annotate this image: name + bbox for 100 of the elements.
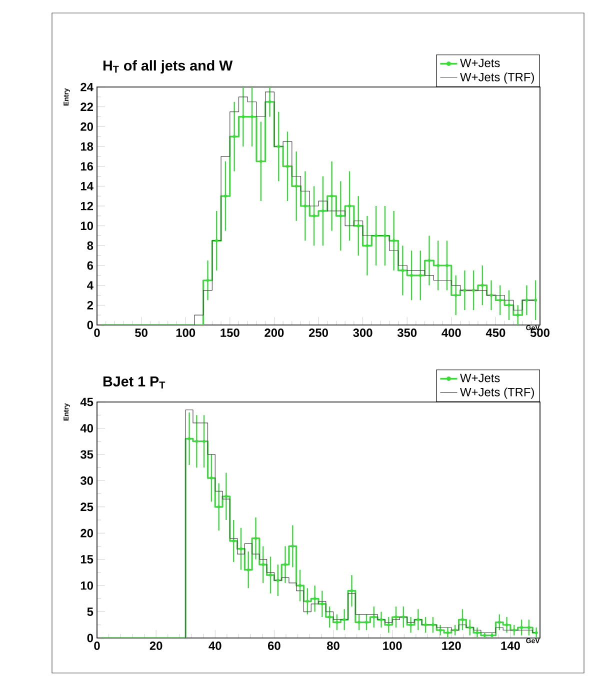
y-tick-label: 15: [80, 555, 94, 564]
point: [374, 234, 378, 238]
point: [498, 298, 502, 302]
y-tick-label: 10: [80, 222, 93, 230]
x-tick-label: 60: [268, 642, 280, 650]
y-tick-label: 6: [87, 261, 94, 270]
point: [392, 239, 396, 242]
point: [335, 620, 339, 624]
point: [215, 239, 218, 242]
point: [505, 623, 508, 626]
point: [250, 115, 254, 118]
point: [490, 294, 493, 297]
point: [356, 224, 360, 228]
point: [525, 298, 528, 302]
point: [380, 618, 383, 622]
point: [416, 618, 420, 622]
y-tick-label: 5: [87, 608, 94, 616]
point: [291, 544, 294, 548]
x-tick-label: 250: [308, 328, 328, 337]
chart-title: BJet 1 P$_{T}$: [103, 376, 166, 389]
x-tick-label: 150: [220, 328, 240, 337]
point: [339, 214, 342, 218]
y-tick-label: 30: [80, 476, 93, 485]
x-tick-label: 80: [326, 642, 340, 650]
y-tick-label: 24: [80, 82, 94, 92]
x-tick-label: 100: [383, 642, 402, 650]
chart-title: H$_{T}$ of all jets and W: [103, 60, 233, 74]
point: [364, 620, 368, 624]
legend-label: W+Jets: [460, 58, 500, 68]
point: [206, 278, 210, 282]
point: [312, 214, 316, 218]
y-tick-label: 25: [80, 502, 94, 512]
y-tick-label: 0: [87, 320, 93, 330]
y-tick-label: 0: [87, 634, 93, 642]
point: [246, 568, 250, 572]
point: [463, 288, 466, 292]
point: [424, 623, 428, 626]
point: [242, 115, 245, 118]
x-tick-label: 200: [264, 328, 284, 337]
point: [512, 628, 516, 632]
point: [202, 440, 206, 443]
x-tick-label: 50: [135, 328, 148, 337]
x-tick-label: 0: [94, 328, 100, 337]
x-tick-label: 20: [150, 642, 162, 650]
point: [268, 100, 272, 104]
x-tick-label: 350: [397, 328, 417, 338]
y-tick-label: 18: [80, 142, 94, 151]
point: [468, 626, 472, 630]
point: [188, 437, 191, 440]
point: [239, 547, 243, 550]
point: [476, 631, 479, 634]
point: [454, 294, 458, 297]
y-tick-label: 22: [80, 102, 93, 111]
x-tick-label: 120: [442, 642, 461, 650]
point: [259, 160, 263, 163]
point: [409, 623, 412, 626]
point: [313, 597, 316, 600]
point: [304, 204, 307, 208]
legend-label: W+Jets: [460, 374, 500, 382]
y-tick-label: 2: [87, 300, 94, 310]
x-tick-label: 0: [94, 642, 100, 650]
point: [431, 623, 435, 626]
point: [498, 620, 501, 624]
point: [516, 313, 520, 317]
x-tick-label: 400: [442, 328, 461, 337]
point: [276, 578, 280, 582]
x-tick-label: 300: [353, 328, 372, 338]
point: [446, 631, 450, 634]
x-tick-label: 450: [486, 328, 506, 337]
x-tick-label: 140: [501, 642, 520, 650]
x-tick-label: 100: [176, 328, 196, 337]
point: [366, 244, 369, 248]
y-tick-label: 8: [87, 241, 94, 250]
x-tick-label: 40: [208, 642, 222, 650]
point: [383, 234, 387, 238]
point: [262, 562, 265, 566]
y-tick-label: 10: [80, 581, 93, 590]
y-tick-label: 4: [87, 281, 94, 290]
point: [286, 164, 290, 168]
point: [195, 440, 198, 443]
point: [320, 602, 324, 606]
y-tick-label: 14: [80, 182, 94, 190]
point: [507, 304, 511, 307]
point: [277, 144, 280, 148]
point: [534, 298, 538, 302]
point: [438, 628, 442, 632]
point: [534, 631, 538, 634]
legend-label: W+Jets (TRF): [460, 72, 534, 84]
x-tick-label: 500: [530, 328, 550, 337]
point: [342, 618, 346, 622]
point: [402, 615, 406, 619]
point: [387, 623, 390, 626]
legend-label: W+Jets (TRF): [460, 388, 534, 399]
point: [460, 618, 464, 622]
point: [306, 600, 310, 603]
point: [428, 258, 431, 262]
point: [358, 620, 361, 624]
y-tick-label: 40: [80, 424, 93, 432]
point: [254, 536, 258, 540]
point: [418, 274, 422, 278]
